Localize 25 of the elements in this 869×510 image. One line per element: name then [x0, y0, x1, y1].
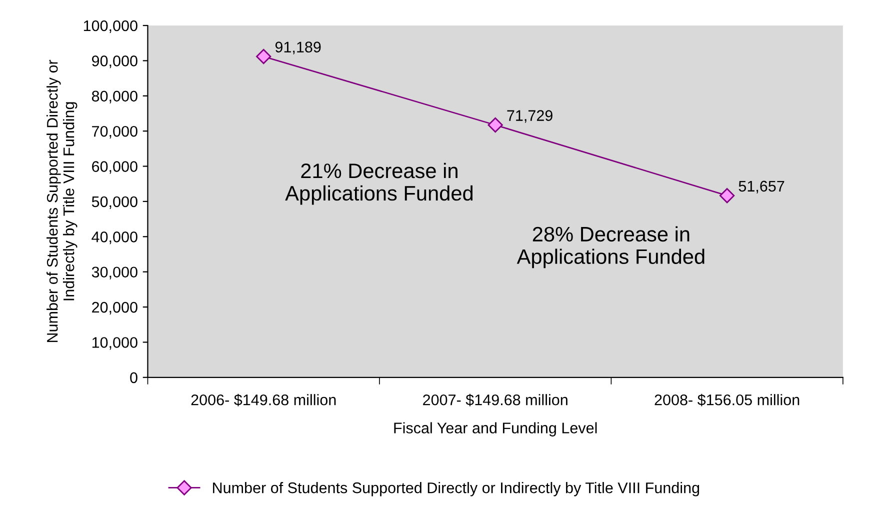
y-tick-label: 70,000	[92, 126, 138, 139]
point	[719, 188, 735, 204]
text: 91,189	[275, 42, 321, 54]
point	[488, 117, 503, 133]
x-tick-label: 2008- $156.05 million	[654, 394, 800, 406]
y-tick-label: 0	[130, 372, 138, 384]
y-tick-label: 100,000	[84, 20, 138, 33]
text: 51,657	[738, 180, 784, 194]
x-axis-title: Fiscal Year and Funding Level	[394, 422, 597, 436]
y-tick-label: 30,000	[92, 266, 138, 280]
y-tick-label: 50,000	[92, 196, 138, 209]
annotation: 21% Decrease in Applications Funded	[285, 162, 473, 205]
annotation: 28% Decrease in Applications Funded	[516, 226, 704, 268]
text: 71,729	[507, 110, 552, 123]
y-tick-label: 10,000	[92, 337, 138, 350]
x-tick-label: 2007- $149.68 million	[423, 394, 568, 406]
y-tick-label: 80,000	[92, 90, 138, 104]
y-tick-label: 40,000	[92, 232, 138, 244]
y-tick-label: 60,000	[92, 161, 138, 174]
point	[256, 48, 272, 64]
y-axis-title: Number of Students Supported Directly or Indirectly by Title VIII Funding	[46, 60, 78, 342]
y-tick-label: 90,000	[92, 56, 138, 68]
x-tick-label: 2006- $149.68 million	[191, 394, 336, 406]
y-tick-label: 20,000	[92, 302, 138, 315]
legend-label: Number of Students Supported Directly or Indirectly by Title VIII Funding	[213, 482, 700, 496]
